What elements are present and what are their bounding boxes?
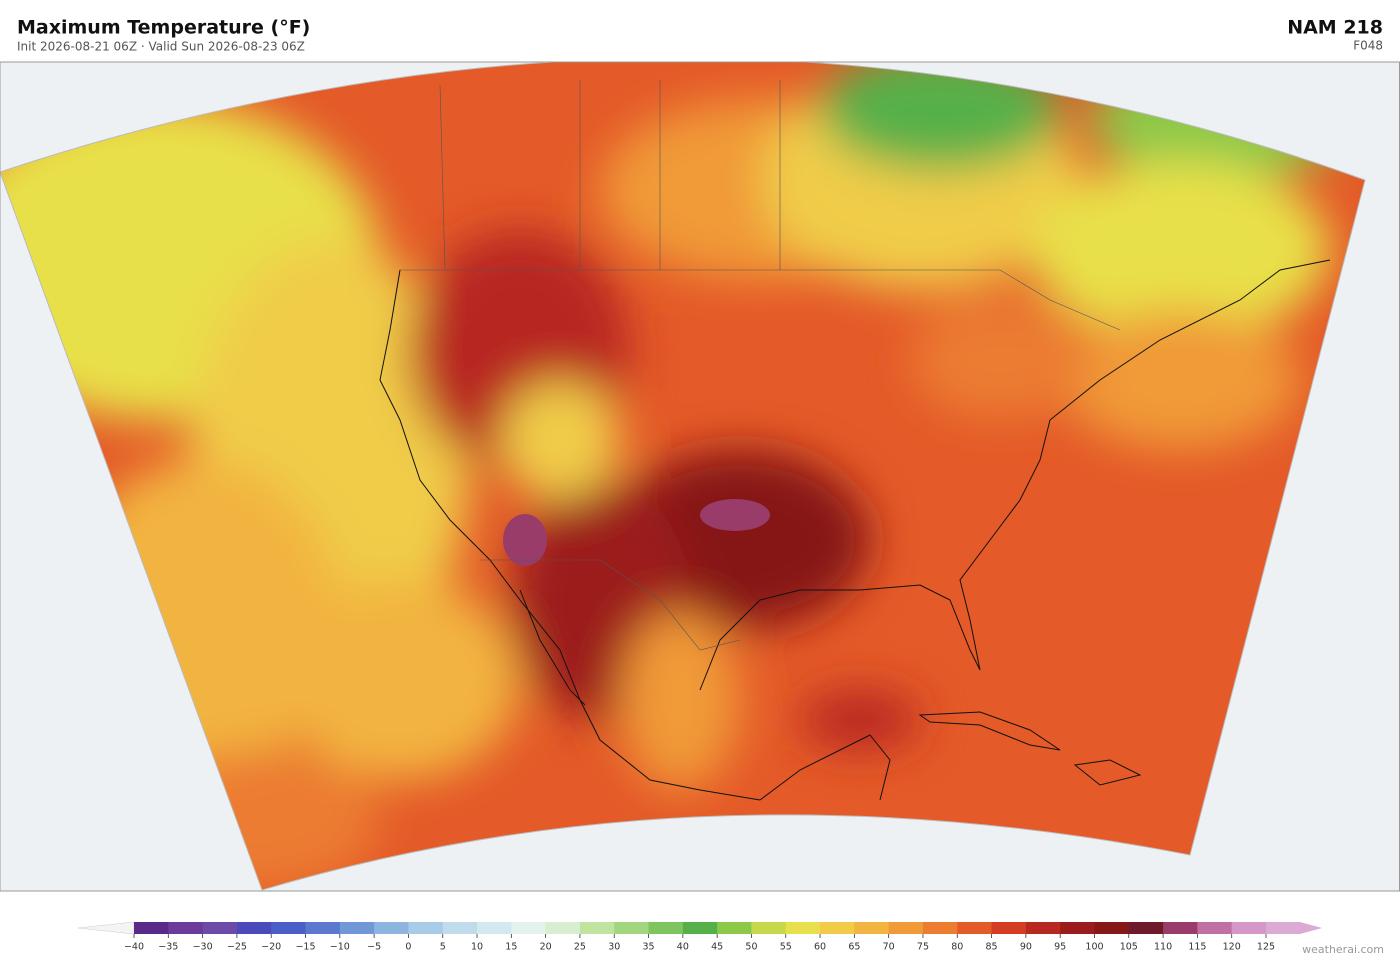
title: Maximum Temperature (°F) <box>17 17 310 39</box>
colorbar-tick-label: 75 <box>917 942 929 953</box>
colorbar-segment <box>648 922 684 934</box>
colorbar-segment <box>682 922 718 934</box>
colorbar-tick-label: −40 <box>124 942 144 953</box>
colorbar-tick-label: 45 <box>711 942 723 953</box>
colorbar-segment <box>991 922 1027 934</box>
borders <box>400 80 1121 651</box>
colorbar-tick-label: 30 <box>608 942 620 953</box>
colorbar-segment <box>339 922 375 934</box>
colorbar-tick-label: 120 <box>1223 942 1241 953</box>
colorbar-segment <box>202 922 238 934</box>
colorbar-tick-label: 20 <box>540 942 552 953</box>
map <box>0 62 1400 891</box>
colorbar-tick-label: 60 <box>814 942 826 953</box>
coastlines <box>379 259 1331 801</box>
colorbar-segment <box>374 922 409 934</box>
colorbar-tick-label: −15 <box>295 942 315 953</box>
forecast-hour: F048 <box>1353 39 1383 53</box>
colorbar-segment <box>271 922 307 934</box>
colorbar-segment <box>511 922 547 934</box>
colorbar-tick-label: 15 <box>505 942 517 953</box>
colorbar-over <box>1266 922 1322 934</box>
colorbar-tick-label: −5 <box>367 942 381 953</box>
colorbar-tick-label: −30 <box>193 942 213 953</box>
colorbar-segment <box>1128 922 1164 934</box>
colorbar-segment <box>442 922 478 934</box>
colorbar-segment <box>717 922 752 934</box>
colorbar-segment <box>134 922 169 934</box>
colorbar-tick-label: 105 <box>1120 942 1138 953</box>
colorbar-tick-label: 50 <box>745 942 757 953</box>
colorbar-segment <box>1025 922 1061 934</box>
colorbar-segment <box>1197 922 1233 934</box>
hot-spot <box>503 514 547 566</box>
colorbar-segment <box>1094 922 1130 934</box>
colorbar-segment <box>305 922 341 934</box>
colorbar-tick-label: 5 <box>440 942 446 953</box>
colorbar-tick-label: 55 <box>780 942 792 953</box>
colorbar: −40 −35 −30 −25 −20 −15 −10 −5 0 5 10 15 20 25 30 35 40 4… <box>77 921 1322 953</box>
colorbar-segment <box>820 922 855 934</box>
colorbar-tick-label: −20 <box>261 942 281 953</box>
colorbar-segment <box>545 922 581 934</box>
colorbar-tick-label: 95 <box>1054 942 1066 953</box>
colorbar-segment <box>1060 922 1095 934</box>
colorbar-tick-label: 70 <box>883 942 895 953</box>
colorbar-segment <box>408 922 444 934</box>
colorbar-tick-label: 35 <box>642 942 654 953</box>
colorbar-segment <box>751 922 787 934</box>
subtitle: Init 2026-08-21 06Z · Valid Sun 2026-08-… <box>17 40 305 54</box>
colorbar-tick-label: −10 <box>330 942 350 953</box>
colorbar-tick-label: 110 <box>1154 942 1172 953</box>
colorbar-segment <box>854 922 890 934</box>
colorbar-segment <box>579 922 615 934</box>
domain-edge <box>0 62 1366 891</box>
colorbar-segment <box>785 922 821 934</box>
colorbar-tick-label: 0 <box>405 942 411 953</box>
colorbar-tick-label: 85 <box>986 942 998 953</box>
watermark: weatherai.com <box>1302 943 1384 956</box>
hot-spot <box>700 499 770 531</box>
colorbar-tick-label: −35 <box>158 942 178 953</box>
colorbar-segment <box>1231 922 1267 934</box>
model: NAM 218 <box>1287 17 1383 39</box>
colorbar-segment <box>477 922 512 934</box>
colorbar-segment <box>1163 922 1198 934</box>
colorbar-tick-label: 125 <box>1257 942 1275 953</box>
colorbar-segment <box>957 922 993 934</box>
colorbar-segment <box>236 922 272 934</box>
colorbar-under <box>77 921 135 935</box>
colorbar-tick-label: 90 <box>1020 942 1032 953</box>
colorbar-tick-label: 65 <box>848 942 860 953</box>
colorbar-tick-label: 25 <box>574 942 586 953</box>
colorbar-tick-label: 10 <box>471 942 483 953</box>
colorbar-segment <box>614 922 650 934</box>
colorbar-segment <box>922 922 958 934</box>
colorbar-tick-label: 40 <box>677 942 689 953</box>
colorbar-segment <box>168 922 204 934</box>
colorbar-tick-label: 115 <box>1188 942 1206 953</box>
colorbar-segment <box>888 922 924 934</box>
colorbar-tick-label: 100 <box>1085 942 1103 953</box>
colorbar-tick-label: −25 <box>227 942 247 953</box>
colorbar-tick-label: 80 <box>951 942 963 953</box>
